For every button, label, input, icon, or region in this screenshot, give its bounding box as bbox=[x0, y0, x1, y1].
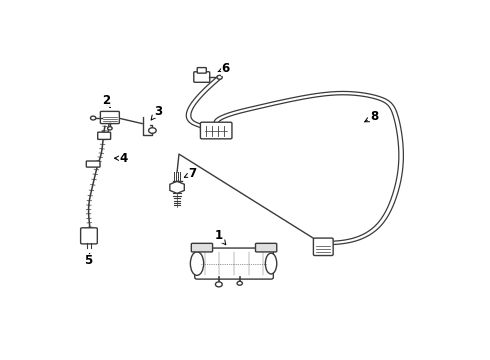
FancyBboxPatch shape bbox=[81, 228, 98, 244]
Text: 6: 6 bbox=[218, 62, 229, 75]
FancyBboxPatch shape bbox=[314, 238, 333, 256]
FancyBboxPatch shape bbox=[191, 243, 213, 252]
FancyBboxPatch shape bbox=[197, 68, 206, 73]
Circle shape bbox=[148, 128, 156, 133]
Circle shape bbox=[237, 281, 243, 285]
Circle shape bbox=[108, 127, 112, 130]
Text: 4: 4 bbox=[115, 152, 128, 165]
Text: 5: 5 bbox=[84, 253, 93, 267]
FancyBboxPatch shape bbox=[194, 72, 210, 82]
FancyBboxPatch shape bbox=[100, 111, 120, 123]
Text: 3: 3 bbox=[151, 105, 162, 120]
FancyBboxPatch shape bbox=[86, 161, 100, 167]
Circle shape bbox=[217, 75, 222, 79]
Ellipse shape bbox=[266, 253, 277, 274]
Text: 1: 1 bbox=[215, 229, 226, 245]
FancyBboxPatch shape bbox=[255, 243, 277, 252]
Polygon shape bbox=[170, 181, 184, 193]
Text: 2: 2 bbox=[102, 94, 110, 108]
FancyBboxPatch shape bbox=[98, 132, 111, 139]
FancyBboxPatch shape bbox=[195, 248, 273, 279]
Circle shape bbox=[91, 116, 96, 120]
Text: 8: 8 bbox=[365, 110, 379, 123]
Circle shape bbox=[216, 282, 222, 287]
Text: 7: 7 bbox=[184, 167, 196, 180]
Ellipse shape bbox=[190, 252, 204, 275]
FancyBboxPatch shape bbox=[200, 122, 232, 139]
